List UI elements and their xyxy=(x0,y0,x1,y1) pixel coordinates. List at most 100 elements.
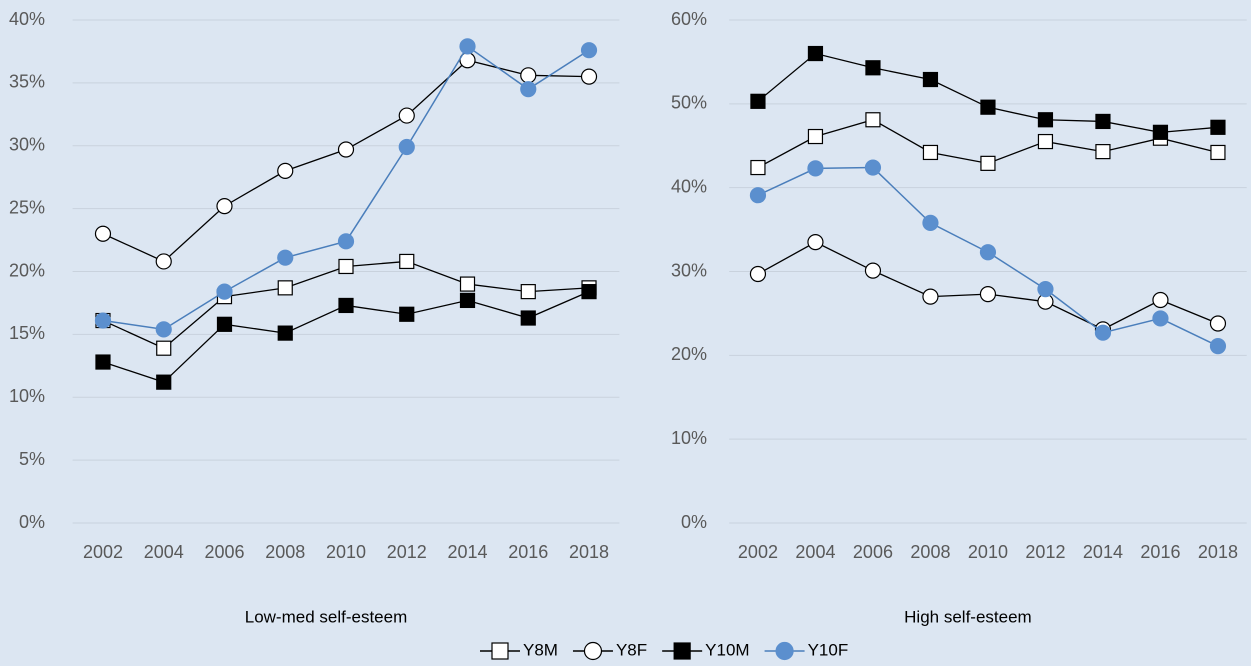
data-point xyxy=(277,162,294,179)
data-point xyxy=(1209,338,1227,355)
data-point xyxy=(922,71,939,88)
data-point xyxy=(94,312,112,329)
data-point xyxy=(1037,133,1054,150)
data-point xyxy=(1209,315,1227,332)
legend-label: Y10M xyxy=(705,640,749,659)
data-point xyxy=(1037,281,1054,298)
x-tick-label: 2008 xyxy=(910,542,950,562)
data-point xyxy=(807,234,824,251)
data-point xyxy=(520,310,536,326)
y-tick-label: 20% xyxy=(9,260,45,280)
series-line xyxy=(102,45,590,331)
data-point xyxy=(1037,112,1054,128)
x-tick-label: 2014 xyxy=(447,542,487,562)
y-tick-label: 5% xyxy=(19,449,45,469)
y-tick-label: 60% xyxy=(671,9,707,29)
x-tick-label: 2018 xyxy=(569,542,609,562)
x-tick-label: 2010 xyxy=(968,542,1008,562)
data-point xyxy=(277,249,294,266)
data-point xyxy=(216,283,233,300)
x-tick-label: 2008 xyxy=(265,542,305,562)
x-tick-label: 2006 xyxy=(204,542,244,562)
data-point xyxy=(520,284,536,300)
x-axis-title: High self-esteem xyxy=(904,607,1032,626)
data-point xyxy=(807,128,824,145)
x-tick-label: 2002 xyxy=(83,542,123,562)
legend-label: Y8M xyxy=(523,640,558,659)
x-tick-label: 2010 xyxy=(326,542,366,562)
data-point xyxy=(1152,310,1169,327)
data-point xyxy=(156,340,172,356)
data-point xyxy=(980,99,996,115)
data-point xyxy=(979,244,997,261)
data-point xyxy=(156,374,172,390)
data-point xyxy=(338,258,354,275)
x-tick-label: 2006 xyxy=(853,542,893,562)
y-tick-label: 25% xyxy=(9,197,45,217)
y-tick-label: 10% xyxy=(9,386,45,406)
data-point xyxy=(581,284,597,300)
data-point xyxy=(459,276,476,292)
x-tick-label: 2014 xyxy=(1083,542,1123,562)
y-tick-label: 30% xyxy=(671,260,707,280)
x-tick-label: 2012 xyxy=(387,542,427,562)
legend-label: Y10F xyxy=(808,640,849,659)
data-point xyxy=(750,93,766,109)
data-point xyxy=(580,68,598,85)
data-point xyxy=(807,160,824,177)
legend-marker xyxy=(673,642,691,660)
x-tick-label: 2018 xyxy=(1198,542,1238,562)
x-tick-label: 2012 xyxy=(1025,542,1065,562)
data-point xyxy=(865,112,881,128)
data-point xyxy=(1095,144,1111,160)
data-point xyxy=(922,288,939,305)
y-tick-label: 0% xyxy=(19,512,45,532)
x-tick-label: 2016 xyxy=(508,542,548,562)
data-point xyxy=(1152,291,1169,309)
data-point xyxy=(864,159,882,176)
y-tick-label: 40% xyxy=(9,9,45,29)
data-point xyxy=(398,138,415,156)
data-point xyxy=(216,198,233,215)
data-point xyxy=(398,107,415,124)
y-tick-label: 20% xyxy=(671,344,707,364)
y-tick-label: 50% xyxy=(671,93,707,113)
data-point xyxy=(459,292,476,309)
data-point xyxy=(807,45,824,62)
data-point xyxy=(749,187,767,204)
data-point xyxy=(277,325,293,341)
x-tick-label: 2004 xyxy=(144,542,184,562)
y-tick-label: 15% xyxy=(9,323,45,343)
data-point xyxy=(155,321,172,338)
data-point xyxy=(155,253,172,270)
data-point xyxy=(277,280,293,296)
data-point xyxy=(94,225,112,242)
data-point xyxy=(1210,144,1226,161)
y-tick-label: 35% xyxy=(9,72,45,92)
data-point xyxy=(399,253,415,270)
x-tick-label: 2016 xyxy=(1140,542,1180,562)
data-point xyxy=(749,265,767,283)
y-tick-label: 40% xyxy=(671,176,707,196)
data-point xyxy=(338,297,354,314)
x-tick-label: 2002 xyxy=(738,542,778,562)
data-point xyxy=(750,159,766,176)
y-tick-label: 0% xyxy=(681,512,707,532)
data-point xyxy=(1210,119,1226,135)
data-point xyxy=(520,67,537,84)
series-line xyxy=(757,52,1219,133)
legend-label: Y8F xyxy=(616,640,647,659)
data-point xyxy=(216,316,233,332)
data-point xyxy=(337,233,355,250)
legend-marker xyxy=(775,641,794,661)
data-point xyxy=(979,286,997,303)
y-tick-label: 30% xyxy=(9,135,45,155)
data-point xyxy=(865,60,881,76)
data-point xyxy=(1095,113,1111,130)
data-point xyxy=(922,214,939,231)
data-point xyxy=(337,141,355,158)
data-point xyxy=(980,155,996,171)
data-point xyxy=(864,262,882,279)
